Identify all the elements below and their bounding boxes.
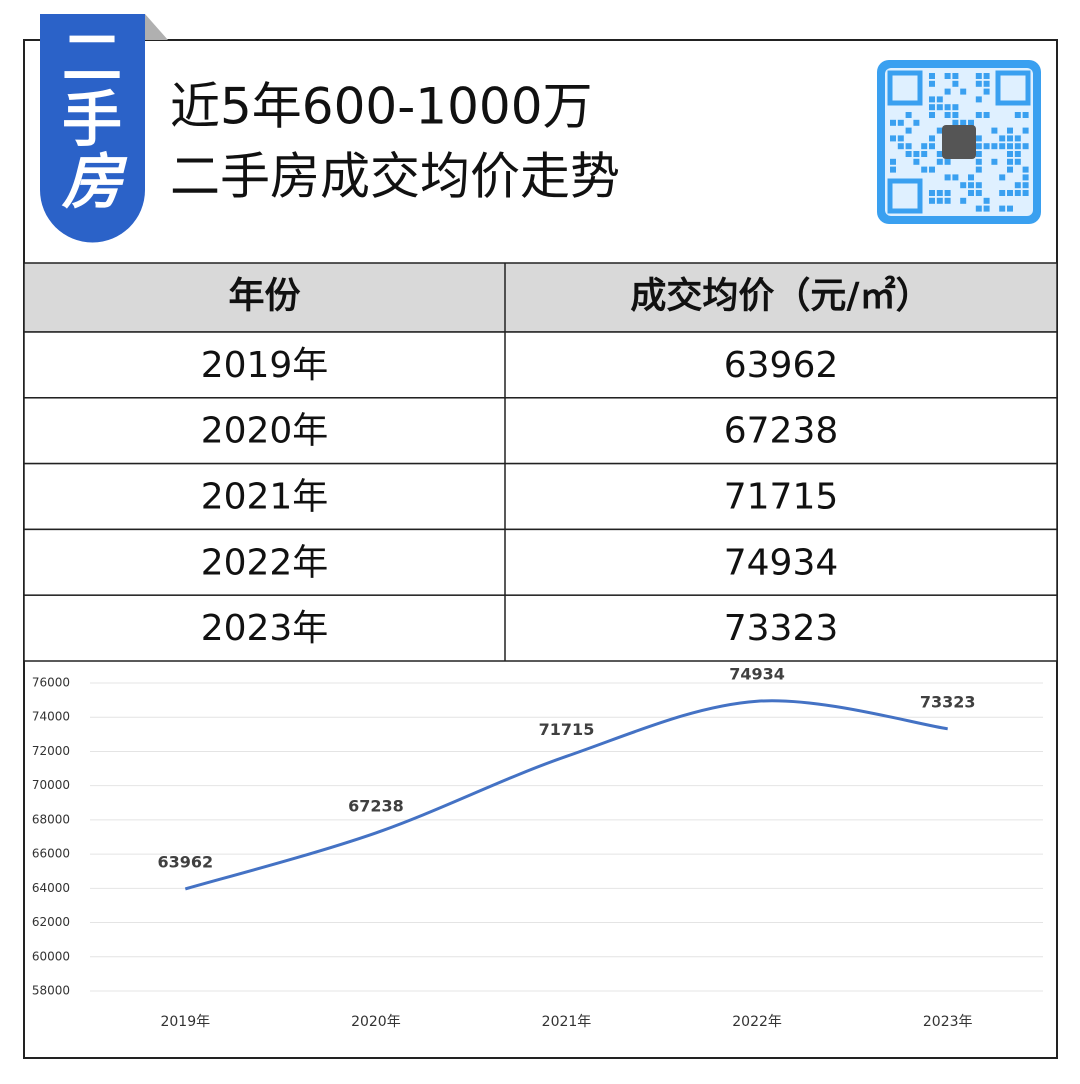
title-line: 二手房成交均价走势 xyxy=(170,148,620,206)
x-tick-label: 2023年 xyxy=(923,1014,973,1030)
y-tick-label: 74000 xyxy=(32,710,70,724)
table-row xyxy=(23,528,1058,596)
table-row xyxy=(23,331,1058,399)
table-cell: 73323 xyxy=(724,608,839,649)
badge-char: 二 xyxy=(62,24,122,94)
badge-char: 手 xyxy=(62,86,122,156)
x-tick-label: 2021年 xyxy=(542,1014,592,1030)
table-cell: 2022年 xyxy=(201,542,329,583)
table-cell: 2021年 xyxy=(201,477,329,518)
chart: 58000 60000 62000 64000 66000 68000 70000 72000… xyxy=(32,665,1043,1030)
table-header-bg xyxy=(23,262,1058,333)
y-tick-label: 64000 xyxy=(32,881,70,895)
y-tick-label: 68000 xyxy=(32,812,70,826)
data-label: 63962 xyxy=(157,852,213,871)
table-cell: 2020年 xyxy=(201,411,329,452)
tab-fold xyxy=(145,14,168,40)
data-label: 71715 xyxy=(539,720,595,739)
data-label: 73323 xyxy=(920,692,976,711)
x-tick-label: 2019年 xyxy=(160,1014,210,1030)
x-tick-label: 2022年 xyxy=(732,1014,782,1030)
line-series xyxy=(184,699,948,891)
badge-char: 房 xyxy=(61,148,128,218)
table-cell: 2023年 xyxy=(201,608,329,649)
y-tick-label: 62000 xyxy=(32,915,70,929)
y-tick-label: 72000 xyxy=(32,744,70,758)
y-tick-label: 76000 xyxy=(32,676,70,690)
table-cell: 71715 xyxy=(724,477,839,518)
y-tick-label: 60000 xyxy=(32,949,70,963)
badge-tab xyxy=(40,14,145,243)
table-cell: 2019年 xyxy=(201,345,329,386)
table-cell: 63962 xyxy=(724,345,839,386)
table-row xyxy=(23,462,1058,531)
x-tick-label: 2020年 xyxy=(351,1014,401,1030)
table-row xyxy=(23,594,1058,662)
column-header: 成交均价（元/㎡） xyxy=(630,275,931,317)
title-line: 近5年600-1000万 xyxy=(170,78,593,136)
table: 年份 成交均价（元/㎡） 2019年 63962 2020年 67238 2021年 7171… xyxy=(23,262,1058,662)
y-tick-label: 58000 xyxy=(32,984,70,998)
data-label: 74934 xyxy=(729,665,785,684)
y-tick-label: 70000 xyxy=(32,778,70,792)
table-cell: 74934 xyxy=(724,542,839,583)
table-cell: 67238 xyxy=(724,411,839,452)
table-row xyxy=(23,397,1058,465)
y-tick-label: 66000 xyxy=(32,847,70,861)
data-label: 67238 xyxy=(348,796,404,815)
column-header: 年份 xyxy=(228,276,300,317)
qr-code xyxy=(877,60,1041,224)
